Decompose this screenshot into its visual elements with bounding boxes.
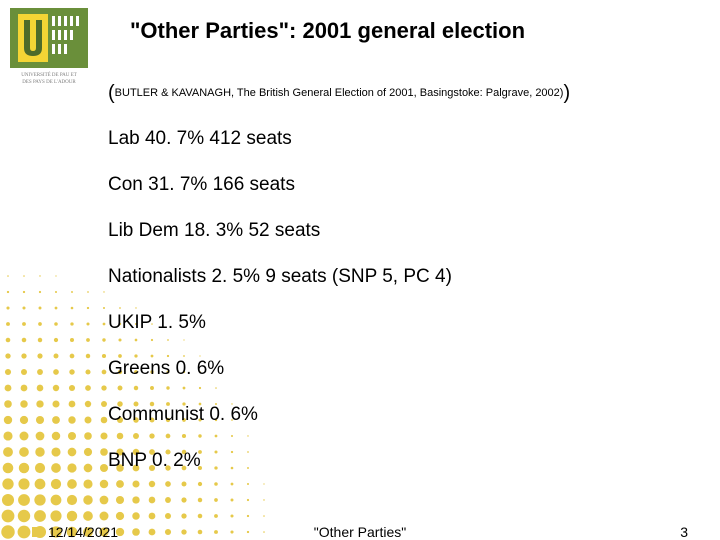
citation-text: BUTLER & KAVANAGH, The British General E… — [115, 87, 564, 99]
citation: (BUTLER & KAVANAGH, The British General … — [108, 82, 570, 105]
svg-text:UNIVERSITÉ DE PAU ET: UNIVERSITÉ DE PAU ET — [21, 72, 77, 78]
results-list: Lab 40. 7% 412 seats Con 31. 7% 166 seat… — [108, 128, 452, 496]
paren-open: ( — [108, 82, 115, 104]
list-item: BNP 0. 2% — [108, 450, 452, 472]
svg-text:DES PAYS DE L'ADOUR: DES PAYS DE L'ADOUR — [22, 80, 76, 85]
list-item: Con 31. 7% 166 seats — [108, 174, 452, 196]
list-item: UKIP 1. 5% — [108, 312, 452, 334]
list-item: Greens 0. 6% — [108, 358, 452, 380]
list-item: Nationalists 2. 5% 9 seats (SNP 5, PC 4) — [108, 266, 452, 288]
footer-page-number: 3 — [680, 524, 688, 540]
list-item: Lab 40. 7% 412 seats — [108, 128, 452, 150]
list-item: Communist 0. 6% — [108, 404, 452, 426]
paren-close: ) — [563, 82, 570, 104]
slide-title: "Other Parties": 2001 general election — [130, 18, 525, 44]
university-logo: UNIVERSITÉ DE PAU ET DES PAYS DE L'ADOUR — [10, 8, 88, 86]
list-item: Lib Dem 18. 3% 52 seats — [108, 220, 452, 242]
footer-center: "Other Parties" — [0, 524, 720, 540]
